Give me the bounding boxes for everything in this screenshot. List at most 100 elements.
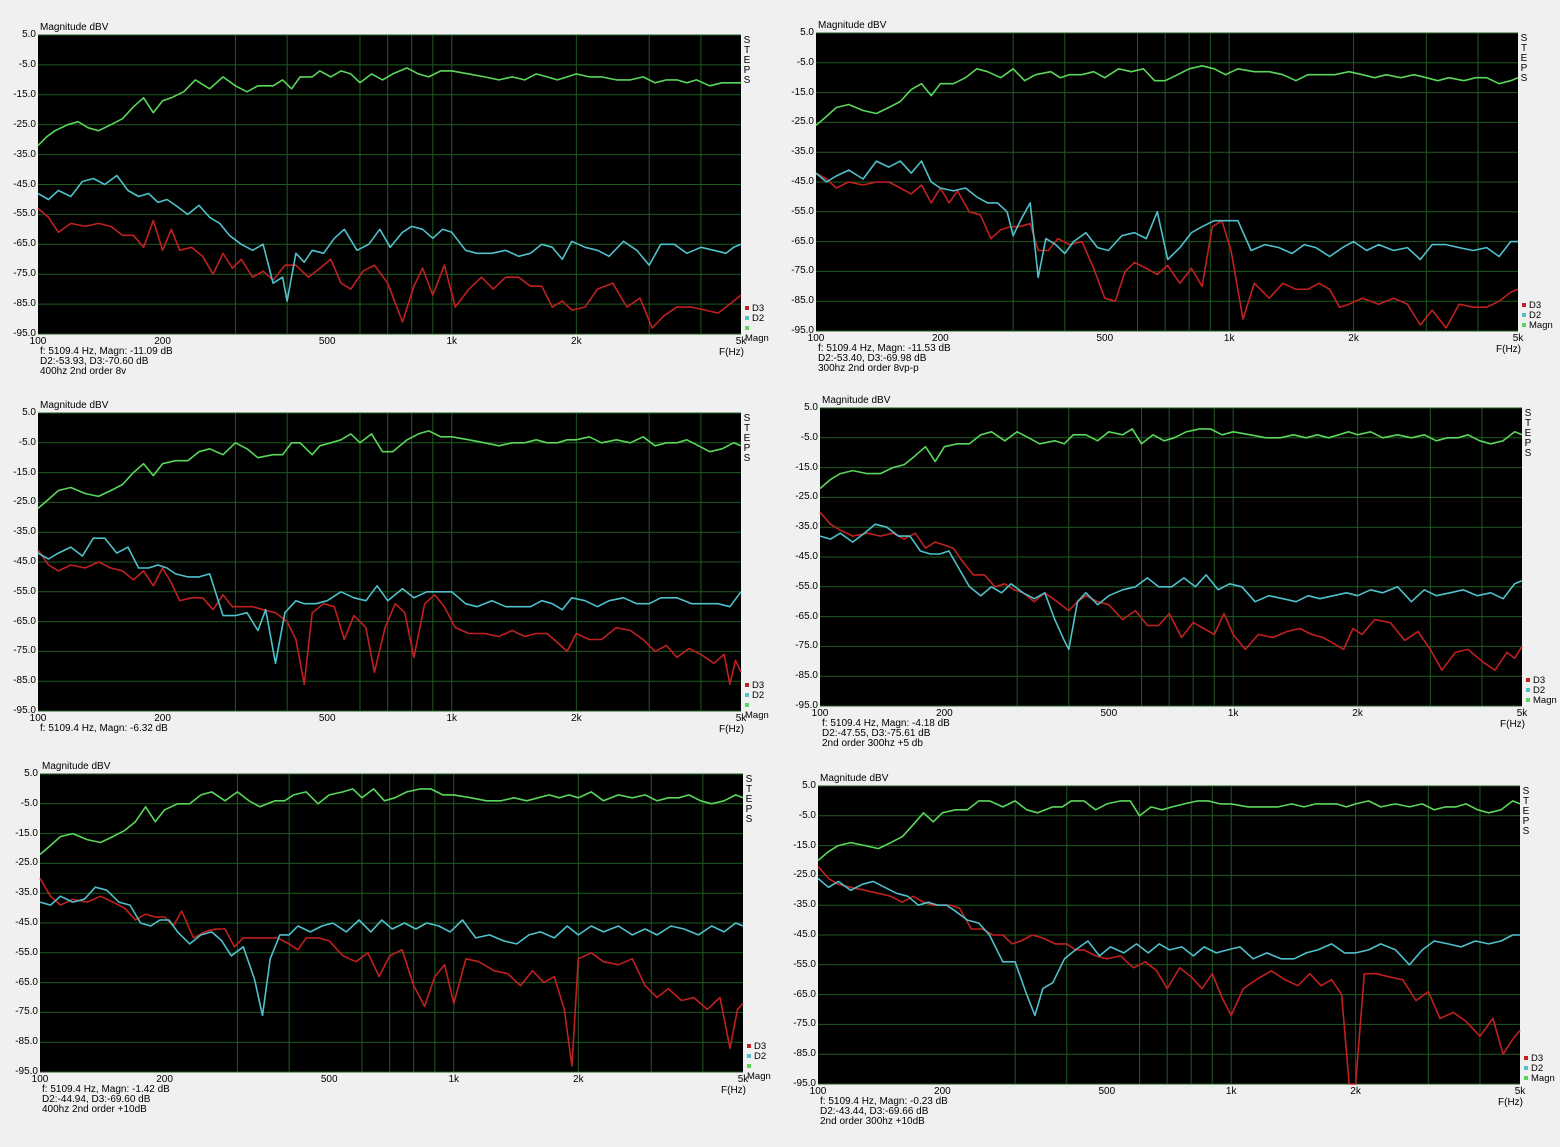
plot-area [815, 32, 1519, 332]
chart-title: Magnitude dBV [40, 22, 109, 33]
x-tick-label: 2k [1350, 1086, 1361, 1097]
series-line-d2 [37, 537, 742, 665]
chart-title: Magnitude dBV [42, 761, 111, 772]
y-tick-label: -75.0 [795, 640, 818, 652]
legend-item-magn: Magn [1524, 1074, 1555, 1084]
legend-item-magn: Magn [1526, 696, 1557, 706]
legend-label: D2 [752, 313, 765, 324]
x-tick-label: 100 [807, 333, 825, 344]
series-line-d3 [819, 511, 1523, 672]
y-tick-label: -65.0 [793, 988, 816, 1000]
y-tick-label: -85.0 [793, 1048, 816, 1060]
info-line: f: 5109.4 Hz, Magn: -1.42 dB [42, 1084, 170, 1095]
legend-item-d3: D3 [745, 304, 775, 314]
chart-panel-3: Magnitude dBV 5.0 -5.0 -15.0 -25.0 -35.0 -45.0… [0, 398, 775, 774]
x-axis-label: F(Hz) [719, 724, 744, 735]
y-tick-label: -5.0 [18, 436, 36, 448]
series-line-d2 [39, 886, 744, 1017]
y-tick-label: -65.0 [795, 610, 818, 622]
info-line: D2:-53.93, D3:-70.60 dB [40, 356, 149, 367]
y-tick-label: -25.0 [793, 869, 816, 881]
y-tick-label: 5.0 [800, 27, 814, 38]
chart-panel-1: Magnitude dBV 5.0 -5.0 -15.0 -25.0 -35.0 -45.0… [0, 20, 775, 396]
legend-swatch [745, 693, 749, 698]
legend-item-d3: D3 [745, 681, 775, 691]
series-line-d3 [39, 877, 744, 1067]
info-line: f: 5109.4 Hz, Magn: -4.18 dB [822, 718, 950, 729]
x-axis-label: F(Hz) [721, 1085, 746, 1096]
legend-swatch [747, 1054, 751, 1059]
series-line-d2 [815, 160, 1518, 279]
legend: D3 D2 Magn [745, 304, 775, 344]
series-line-d2 [817, 877, 1520, 1017]
legend-item-d2: D2 [1526, 686, 1557, 696]
chart-panel-4: Magnitude dBV 5.0 -5.0 -15.0 -25.0 -35.0 -45.0… [782, 393, 1557, 769]
x-tick-label: 500 [1098, 1086, 1116, 1097]
x-tick-label: 200 [154, 713, 171, 724]
series-line-magn [37, 67, 741, 147]
chart-title: Magnitude dBV [40, 400, 109, 411]
legend-label: Magn [745, 710, 769, 721]
legend-item-d3: D3 [747, 1042, 777, 1052]
y-tick-label: -45.0 [15, 917, 38, 928]
measurement-info: f: 5109.4 Hz, Magn: -4.18 dB D2:-47.55, D… [822, 719, 950, 749]
info-line: f: 5109.4 Hz, Magn: -0.23 dB [820, 1096, 948, 1107]
legend-swatch [1522, 323, 1526, 328]
legend-item-d3: D3 [1522, 301, 1553, 311]
legend-label: D2 [754, 1051, 767, 1062]
x-tick-label: 2k [1348, 333, 1359, 344]
y-tick-label: -65.0 [791, 235, 814, 247]
series-line-magn [39, 788, 744, 856]
legend-item-d2: D2 [747, 1052, 777, 1062]
chart-title: Magnitude dBV [822, 395, 891, 406]
legend-item-d2: D2 [745, 691, 775, 701]
x-tick-label: 200 [932, 333, 949, 344]
legend-item-magn: Magn [745, 324, 775, 344]
y-tick-label: -85.0 [13, 675, 36, 687]
x-tick-label: 200 [154, 336, 171, 347]
legend: D3 D2 Magn [745, 681, 775, 721]
legend-item-magn: Magn [745, 701, 775, 721]
plot-area [39, 773, 744, 1073]
measurement-info: f: 5109.4 Hz, Magn: -1.42 dB D2:-44.94, D… [42, 1085, 170, 1115]
y-tick-label: -85.0 [791, 295, 814, 307]
x-tick-label: 5k [735, 713, 747, 724]
y-tick-label: -95.0 [791, 325, 814, 336]
x-tick-label: 1k [1223, 333, 1235, 344]
y-tick-label: -45.0 [791, 176, 814, 187]
y-tick-label: -75.0 [13, 645, 36, 657]
legend-swatch [745, 306, 749, 311]
y-tick-label: -25.0 [795, 491, 818, 503]
measurement-info: f: 5109.4 Hz, Magn: -11.53 dB D2:-53.40, … [818, 344, 951, 374]
plot-area [819, 407, 1523, 707]
x-tick-label: 2k [573, 1074, 584, 1085]
y-tick-label: -15.0 [15, 827, 38, 839]
legend-swatch [1524, 1076, 1528, 1081]
chart-panel-6: Magnitude dBV 5.0 -5.0 -15.0 -25.0 -35.0 -45.0… [780, 771, 1555, 1147]
x-tick-label: 500 [320, 1074, 338, 1085]
y-tick-label: -55.0 [15, 946, 38, 958]
x-tick-label: 5k [737, 1074, 749, 1085]
legend-label: Magn [747, 1071, 771, 1082]
y-tick-label: -45.0 [13, 556, 36, 567]
x-axis-label: F(Hz) [719, 347, 744, 358]
y-tick-label: -85.0 [15, 1036, 38, 1048]
y-tick-label: -15.0 [793, 839, 816, 851]
y-tick-label: -25.0 [791, 116, 814, 128]
legend-item-d3: D3 [1526, 676, 1557, 686]
x-tick-label: 5k [1514, 1086, 1526, 1097]
y-tick-label: -35.0 [793, 899, 816, 911]
measurement-info: f: 5109.4 Hz, Magn: -6.32 dB [40, 724, 168, 734]
legend-label: Magn [745, 333, 769, 344]
x-tick-label: 500 [1100, 708, 1118, 719]
x-tick-label: 100 [811, 708, 829, 719]
legend: D3 D2 Magn [1522, 301, 1553, 331]
y-tick-label: -65.0 [13, 238, 36, 250]
legend-item-magn: Magn [1522, 321, 1553, 331]
legend-label: D2 [1533, 685, 1546, 696]
plot-area [37, 34, 742, 335]
x-tick-label: 100 [29, 713, 47, 724]
info-line: f: 5109.4 Hz, Magn: -11.09 dB [40, 346, 173, 357]
